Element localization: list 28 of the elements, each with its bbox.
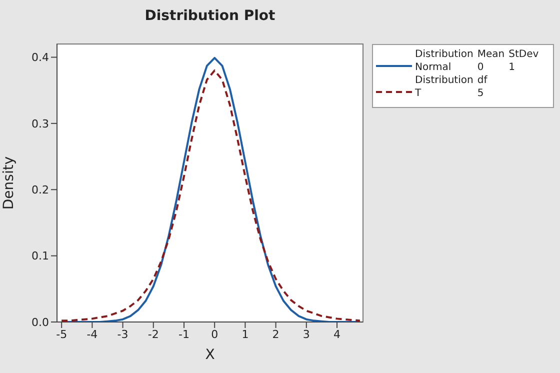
x-tick-label: -1 xyxy=(178,328,190,341)
y-tick-label: 0.1 xyxy=(32,250,49,263)
y-axis-title: Density xyxy=(0,156,17,210)
x-tick-label: -4 xyxy=(86,328,98,341)
text: 5 xyxy=(477,87,485,101)
text: df xyxy=(477,75,488,86)
y-tick-label: 0.4 xyxy=(32,51,49,64)
x-tick-label: 1 xyxy=(242,328,249,341)
text: StDev xyxy=(508,49,540,60)
y-tick-label: 0.3 xyxy=(32,117,49,130)
x-tick-label: 4 xyxy=(333,328,340,341)
y-tick-label: 0.2 xyxy=(32,184,49,197)
text: 0 xyxy=(477,61,485,75)
x-tick-label: -2 xyxy=(148,328,159,341)
x-tick-label: -5 xyxy=(56,328,68,341)
x-axis-title: X xyxy=(205,347,216,363)
text: Distribution xyxy=(415,75,474,86)
y-tick-label: 0.0 xyxy=(32,316,49,329)
legend-label: Normal xyxy=(415,61,452,75)
x-tick-label: 3 xyxy=(302,328,310,341)
x-tick-label: 2 xyxy=(272,328,280,341)
text: Mean xyxy=(477,49,506,60)
x-tick-label: 0 xyxy=(211,328,218,341)
chart-title: Distribution Plot xyxy=(144,8,276,24)
text: Distribution xyxy=(415,49,474,60)
text: 1 xyxy=(508,61,516,75)
legend-label: T xyxy=(415,87,422,101)
x-tick-label: -3 xyxy=(117,328,128,341)
